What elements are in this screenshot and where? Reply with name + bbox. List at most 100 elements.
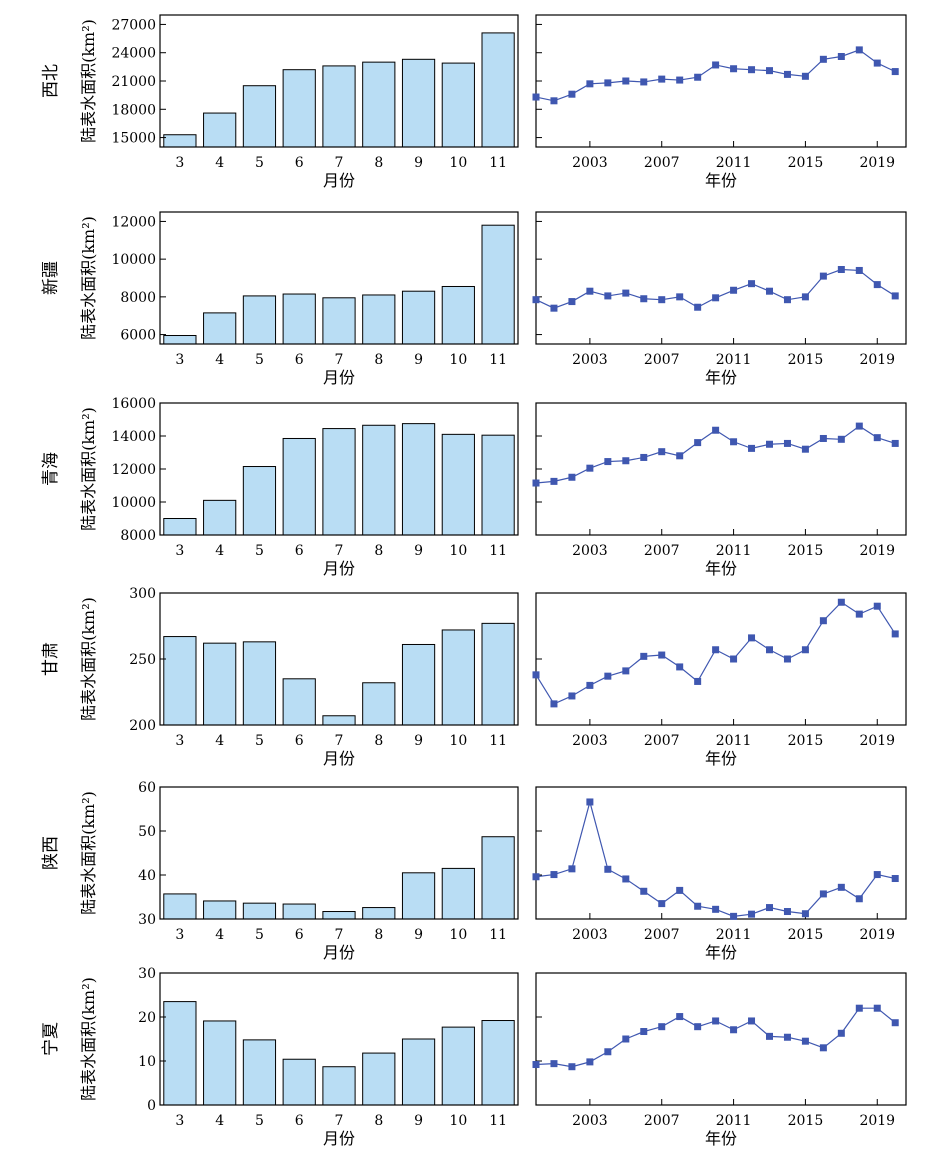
- point-2020: [891, 439, 899, 447]
- x-tick-label: 2011: [716, 543, 752, 559]
- x-tick-label: 2015: [788, 927, 824, 943]
- point-2006: [640, 1028, 648, 1036]
- bar-9: [401, 58, 436, 148]
- x-tick-label: 6: [295, 1113, 304, 1129]
- x-tick-label: 4: [215, 155, 224, 171]
- point-2003: [586, 1058, 594, 1066]
- bar-panel-6: 3 4 5 6 7 8 9 10 11 0 10 20 30 月份 陆表水面积(km²) 宁夏: [41, 966, 519, 1148]
- x-tick-label: 5: [255, 155, 264, 171]
- point-2004: [604, 865, 612, 873]
- point-2008: [676, 76, 684, 84]
- y-tick-label: 50: [138, 824, 156, 840]
- x-tick-label: 3: [175, 352, 184, 368]
- x-tick-label: 2007: [644, 352, 680, 368]
- x-tick-label: 3: [175, 927, 184, 943]
- point-2004: [604, 292, 612, 300]
- point-2018: [855, 610, 863, 618]
- point-2018: [855, 422, 863, 430]
- point-2006: [640, 453, 648, 461]
- bar-panel-4: 3 4 5 6 7 8 9 10 11 200 250 300 月份 陆表水面积(km²) 甘肃: [41, 586, 519, 768]
- bar-11: [481, 622, 515, 726]
- x-tick-label: 10: [449, 733, 467, 749]
- point-2002: [568, 865, 576, 873]
- point-2013: [766, 287, 773, 295]
- x-tick-label: 2015: [788, 155, 824, 171]
- x-tick-label: 5: [255, 733, 264, 749]
- region-label: 陕西: [41, 836, 61, 870]
- x-tick-label: 5: [255, 543, 264, 559]
- plot-frame: [159, 786, 519, 920]
- y-axis-label: 陆表水面积(km²): [79, 977, 98, 1101]
- x-tick-label: 6: [295, 543, 304, 559]
- bar-3: [163, 636, 197, 726]
- x-tick-label: 10: [449, 155, 467, 171]
- x-tick-label: 2003: [572, 1113, 608, 1129]
- bar-10: [441, 285, 475, 345]
- point-2004: [604, 458, 612, 466]
- x-tick-label: 2011: [716, 155, 752, 171]
- x-tick-label: 10: [449, 927, 467, 943]
- x-tick-label: 6: [295, 155, 304, 171]
- region-label: 甘肃: [41, 642, 61, 676]
- point-2007: [658, 448, 666, 456]
- bar-6: [282, 69, 316, 148]
- point-2016: [819, 55, 827, 63]
- x-tick-label: 8: [374, 543, 383, 559]
- bar-10: [441, 629, 475, 726]
- x-axis-label: 月份: [323, 943, 355, 962]
- point-2020: [891, 875, 899, 883]
- y-tick-label: 20: [138, 1010, 156, 1026]
- point-2020: [891, 68, 899, 76]
- point-2001: [550, 700, 558, 708]
- point-2013: [766, 646, 773, 654]
- point-2010: [712, 1017, 720, 1025]
- x-tick-label: 2019: [859, 155, 895, 171]
- line-panel-1: 2003 2007 2011 2015 2019 年份: [532, 14, 907, 190]
- point-2016: [819, 434, 827, 442]
- line-panel-3: 2003 2007 2011 2015 2019 年份: [532, 402, 907, 578]
- bar-11: [481, 434, 515, 536]
- bar-8: [362, 424, 396, 536]
- bar-7: [322, 428, 356, 536]
- point-2009: [694, 439, 702, 447]
- series-line: [535, 799, 896, 917]
- y-tick-label: 60: [138, 780, 156, 796]
- y-tick-label: 300: [129, 586, 156, 602]
- point-2016: [819, 1044, 827, 1052]
- y-tick-label: 6000: [120, 328, 156, 344]
- x-tick-label: 11: [489, 352, 507, 368]
- x-tick-label: 2007: [644, 155, 680, 171]
- point-2017: [837, 598, 845, 606]
- bar-4: [203, 312, 237, 345]
- point-2001: [550, 477, 558, 485]
- bar-11: [481, 1020, 515, 1106]
- point-2018: [855, 266, 863, 274]
- y-tick-label: 14000: [111, 429, 156, 445]
- point-2015: [801, 646, 809, 654]
- x-tick-label: 6: [295, 733, 304, 749]
- point-2009: [694, 1023, 702, 1031]
- point-2015: [801, 910, 809, 918]
- region-label: 西北: [41, 64, 61, 98]
- y-tick-label: 8000: [120, 528, 156, 544]
- y-tick-label: 30: [138, 912, 156, 928]
- x-tick-label: 2007: [644, 733, 680, 749]
- point-2007: [658, 1023, 666, 1031]
- x-tick-label: 7: [335, 927, 344, 943]
- x-tick-label: 8: [374, 733, 383, 749]
- point-2019: [873, 59, 881, 67]
- point-2010: [712, 426, 720, 434]
- bar-7: [322, 65, 356, 148]
- point-2014: [783, 1033, 791, 1041]
- point-2000: [532, 1061, 540, 1069]
- bar-panel-5: 3 4 5 6 7 8 9 10 11 30 40 50 60 月份 陆表水面积(km²) 陕西: [41, 780, 519, 962]
- bar-7: [322, 1066, 356, 1106]
- line-panel-4: 2003 2007 2011 2015 2019 年份: [532, 592, 907, 768]
- y-tick-label: 24000: [111, 46, 156, 62]
- x-tick-label: 2003: [572, 733, 608, 749]
- y-tick-label: 40: [138, 868, 156, 884]
- point-2020: [891, 1019, 899, 1027]
- y-tick-label: 8000: [120, 290, 156, 306]
- y-tick-label: 10000: [111, 495, 156, 511]
- bar-8: [362, 907, 396, 920]
